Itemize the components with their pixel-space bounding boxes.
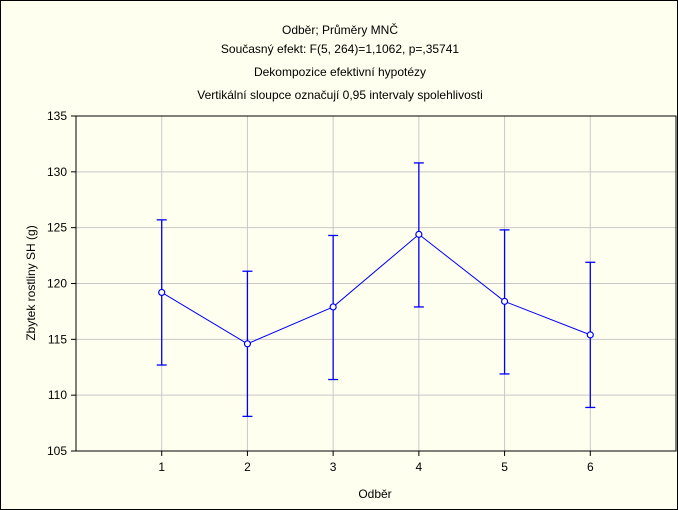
chart-subtitle-2: Dekompozice efektivní hypotézy <box>254 65 426 79</box>
x-tick-label: 1 <box>158 460 165 474</box>
x-axis-label: Odběr <box>358 487 391 501</box>
mean-line <box>161 233 591 345</box>
y-tick-label: 110 <box>48 388 67 402</box>
y-tick-label: 115 <box>48 332 67 346</box>
y-tick-layer: 105 110 115 120 125 130 135 <box>47 109 76 458</box>
mean-point <box>243 340 252 348</box>
x-tick-label: 3 <box>330 460 337 474</box>
chart-subtitle-1: Současný efekt: F(5, 264)=1,1062, p=,357… <box>221 42 459 56</box>
mean-point <box>586 331 594 339</box>
y-tick-label: 130 <box>47 165 67 179</box>
y-tick-label: 120 <box>47 277 67 291</box>
mean-point <box>329 303 337 311</box>
x-tick-label: 2 <box>244 460 251 474</box>
chart-subtitle-3: Vertikální sloupce označují 0,95 interva… <box>197 88 483 102</box>
y-axis-label: Zbytek rostliny SH (g) <box>24 225 38 340</box>
x-tick-label: 5 <box>501 460 508 474</box>
y-tick-label: 125 <box>47 221 67 235</box>
chart-title: Odběr; Průměry MNČ <box>282 22 398 37</box>
mean-point <box>158 288 166 297</box>
mean-point <box>500 297 509 305</box>
series-layer <box>156 162 596 418</box>
grid-layer <box>76 115 676 452</box>
y-tick-label: 105 <box>47 444 67 458</box>
x-tick-layer: 1 2 3 4 5 6 <box>158 451 594 474</box>
mean-point <box>415 230 423 238</box>
y-tick-label: 135 <box>47 109 67 123</box>
x-tick-label: 4 <box>416 460 423 474</box>
x-tick-label: 6 <box>587 460 594 474</box>
